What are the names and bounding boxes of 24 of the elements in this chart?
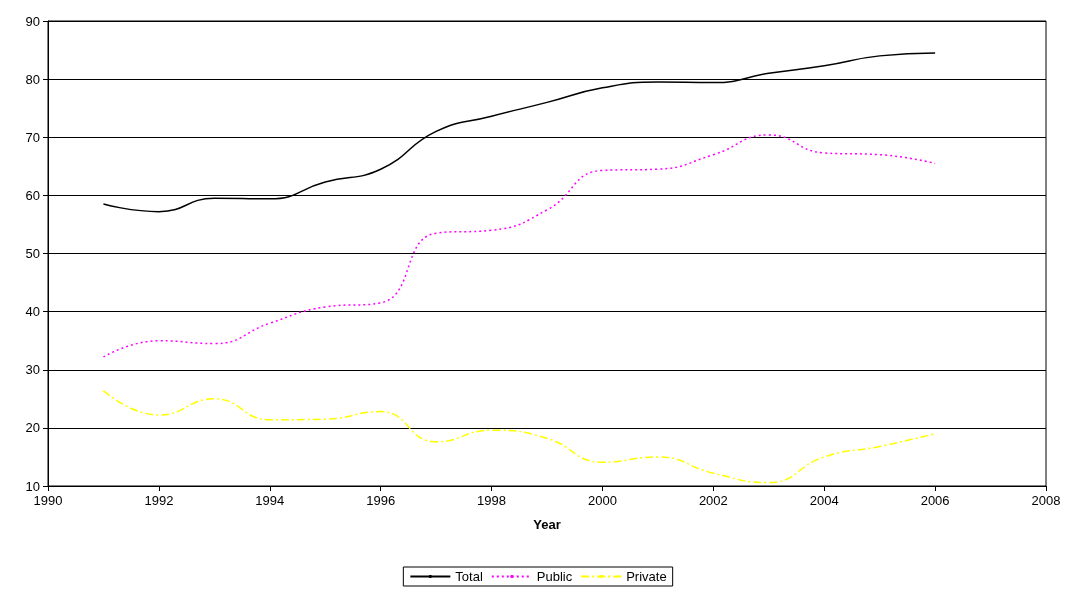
y-tick-label: 30 [25,362,40,378]
x-tick-label: 1996 [366,493,396,508]
line-series [102,389,936,484]
x-axis-title: Year [533,517,561,532]
y-tick-label: 20 [25,420,40,436]
x-tick-label: 1994 [255,493,285,508]
x-tick-label: 2004 [809,493,839,508]
x-tick-label: 1992 [144,493,174,508]
x-tick-label: 2008 [1031,493,1061,508]
y-tick-label: 50 [25,246,40,261]
y-tick-label: 40 [25,304,40,320]
legend-label: Public [536,569,573,584]
x-tick-label: 2000 [587,493,617,508]
x-tick-label: 1998 [477,493,507,508]
legend-label: Total [455,569,483,584]
x-tick-label: 2006 [920,493,950,508]
y-tick-label: 60 [25,187,40,203]
legend-label: Private [626,569,667,584]
x-tick-label: 1990 [33,493,63,508]
y-tick-label: 70 [25,129,40,145]
y-tick-label: 90 [25,13,40,29]
y-tick-label: 80 [25,71,40,87]
x-tick-label: 2002 [698,493,728,508]
y-tick-label: 10 [25,478,40,494]
